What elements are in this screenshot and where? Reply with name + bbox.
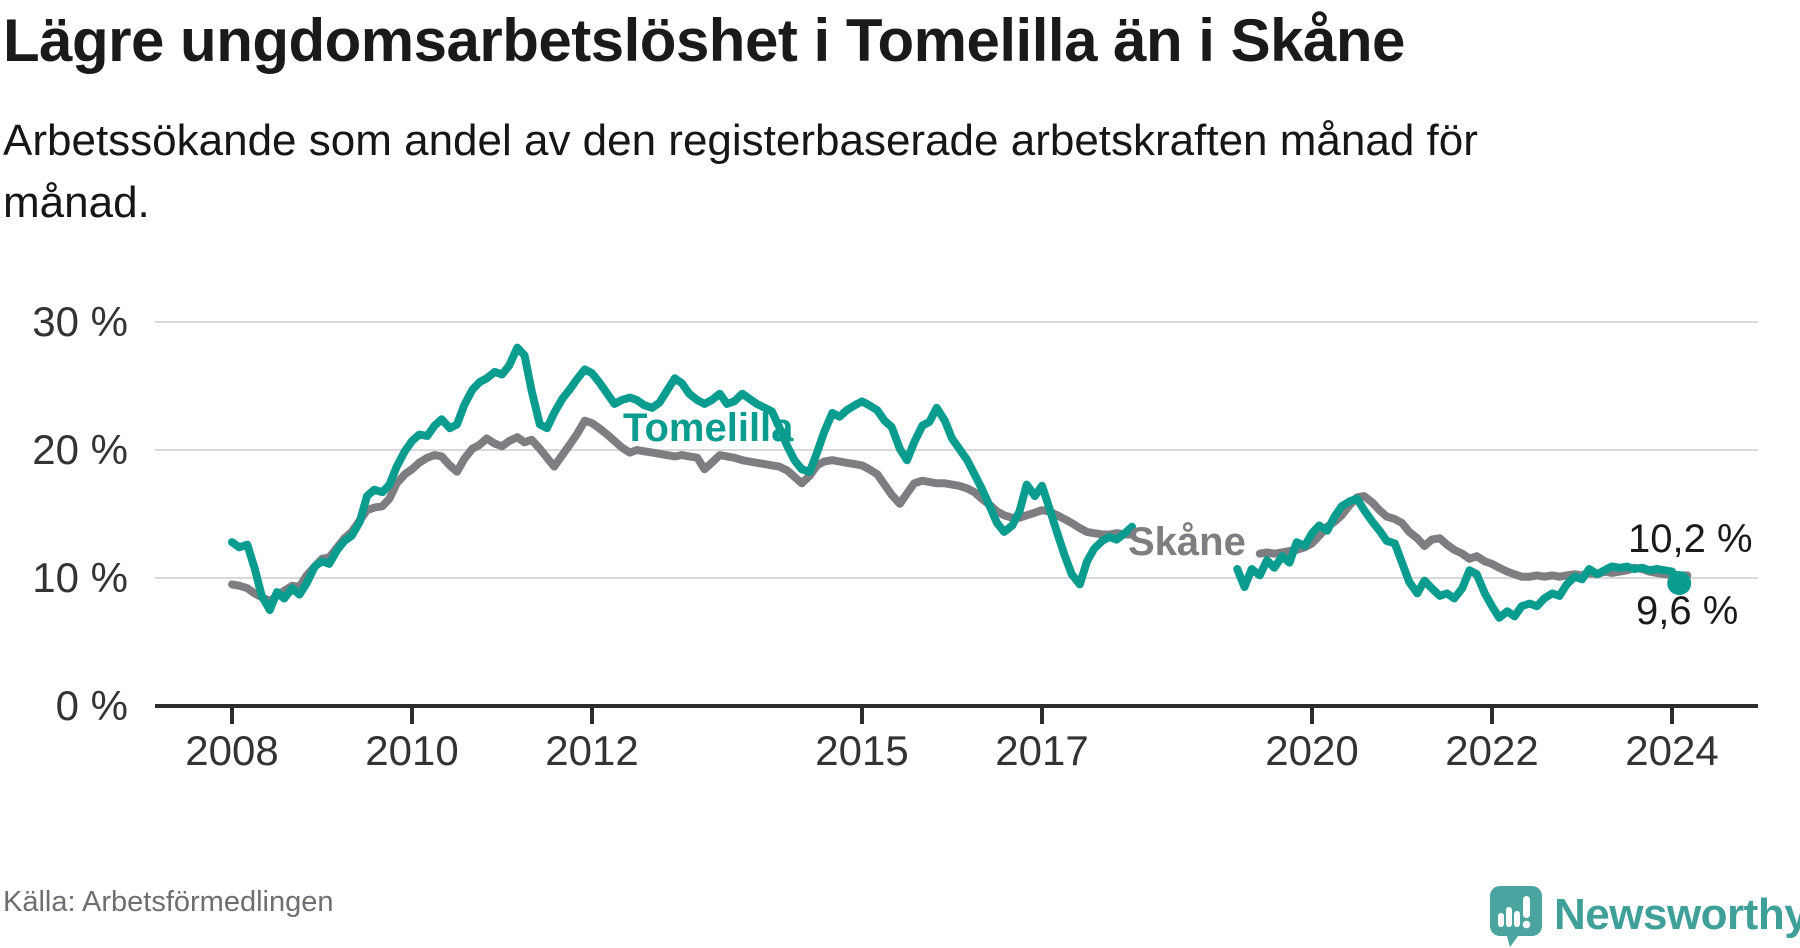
- newsworthy-logo-icon: [1490, 886, 1542, 947]
- line-skne: [228, 416, 1136, 605]
- end-point-marker: [1667, 571, 1692, 596]
- y-tick-label: 30 %: [32, 298, 128, 345]
- line-tomelilla: [1233, 494, 1684, 622]
- x-tick-label: 2008: [185, 727, 279, 774]
- page-title: Lägre ungdomsarbetslöshet i Tomelilla än…: [3, 7, 1405, 74]
- x-tick-label: 2010: [365, 727, 459, 774]
- end-value-tomelilla: 9,6 %: [1636, 589, 1739, 633]
- y-tick-label: 0 %: [55, 682, 128, 729]
- newsworthy-logo-text: Newsworthy: [1554, 890, 1800, 939]
- series-label-skane: Skåne: [1128, 520, 1246, 564]
- line-tomelilla: [228, 343, 1136, 614]
- chart-subtitle: Arbetssökande som andel av den registerb…: [3, 116, 1478, 227]
- x-tick-label: 2024: [1625, 727, 1719, 774]
- x-tick-label: 2017: [995, 727, 1089, 774]
- y-tick-label: 10 %: [32, 554, 128, 601]
- x-tick-label: 2015: [815, 727, 909, 774]
- series-label-tomelilla: Tomelilla: [623, 406, 794, 450]
- end-value-skane: 10,2 %: [1628, 517, 1753, 561]
- newsworthy-logo: Newsworthy: [1490, 886, 1800, 948]
- x-tick-label: 2020: [1265, 727, 1359, 774]
- y-tick-label: 20 %: [32, 426, 128, 473]
- x-tick-label: 2022: [1445, 727, 1539, 774]
- x-tick-label: 2012: [545, 727, 639, 774]
- source-note: Källa: Arbetsförmedlingen: [3, 886, 334, 918]
